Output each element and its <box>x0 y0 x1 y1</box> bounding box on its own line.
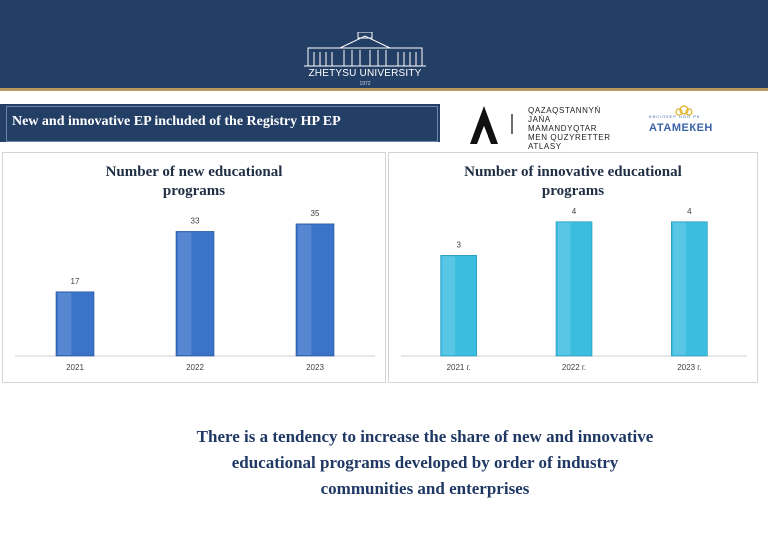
chart-title-line: programs <box>541 183 605 199</box>
atameken-name: АТАМЕКЕН <box>649 122 713 134</box>
chart-title: Number of new educational programs <box>3 163 385 201</box>
bar-highlight <box>298 224 312 355</box>
x-tick-label: 2023 <box>306 363 324 372</box>
chart-new-programs: Number of new educational programs 17 202… <box>2 152 386 383</box>
bar <box>55 291 95 357</box>
bar <box>175 231 215 357</box>
bar <box>295 223 335 357</box>
banner-title: New and innovative EP included of the Re… <box>12 114 341 129</box>
banner-frame <box>6 106 438 142</box>
data-label: 4 <box>572 207 577 216</box>
bar-highlight <box>673 222 686 355</box>
data-label: 4 <box>687 207 692 216</box>
bar <box>440 255 477 357</box>
x-tick-label: 2022 <box>186 363 204 372</box>
conclusion-line: There is a tendency to increase the shar… <box>196 427 654 446</box>
chart-plot-area: 17 2021 33 2022 35 2023 <box>15 209 375 372</box>
university-building-icon <box>304 32 426 67</box>
data-label: 33 <box>191 216 200 225</box>
bar-highlight <box>558 222 571 355</box>
bar-highlight <box>178 232 192 355</box>
chart-plot-area: 3 2021 г. 4 2022 г. 4 2023 г. <box>401 207 747 372</box>
atlas-line: QAZAQSTANNYŃ <box>528 106 601 115</box>
bar-highlight <box>442 256 456 355</box>
chart-title-line: Number of new educational <box>105 164 283 180</box>
university-name: ZHETYSU UNIVERSITY <box>308 68 422 79</box>
atlas-a-icon <box>470 106 513 144</box>
data-label: 17 <box>71 277 80 286</box>
bar-highlight <box>58 292 72 355</box>
atlas-line: ATLASY <box>528 142 562 151</box>
atlas-line: MAMANDYQTAR <box>528 124 598 133</box>
x-tick-label: 2021 <box>66 363 84 372</box>
header-divider <box>0 88 768 91</box>
chart-innovative-programs: Number of innovative educational program… <box>388 152 758 383</box>
header-bar: ZHETYSU UNIVERSITY 1972 <box>0 0 768 88</box>
conclusion-text: There is a tendency to increase the shar… <box>80 424 768 502</box>
chart-title-line: Number of innovative educational <box>464 164 682 180</box>
atlas-partner-logo: QAZAQSTANNYŃ JAŃA MAMANDYQTAR MEN QUZYRE… <box>466 104 626 151</box>
conclusion-line: communities and enterprises <box>320 479 530 498</box>
atlas-line: JAŃA <box>528 115 551 124</box>
university-year: 1972 <box>359 81 371 87</box>
atameken-emblem-icon <box>675 105 693 116</box>
atlas-line: MEN QUZYRETTER <box>528 133 611 142</box>
atlas-text: QAZAQSTANNYŃ JAŃA MAMANDYQTAR MEN QUZYRE… <box>528 106 611 151</box>
atameken-caption: КӘСІПКЕР НОО РК <box>649 114 701 119</box>
chart-title-line: programs <box>162 183 226 199</box>
x-tick-label: 2022 г. <box>562 363 586 372</box>
atameken-partner-logo: КӘСІПКЕР НОО РК АТАМЕКЕН <box>644 104 744 140</box>
x-tick-label: 2021 г. <box>447 363 471 372</box>
chart-title: Number of innovative educational program… <box>389 163 757 201</box>
bar <box>671 221 708 357</box>
section-banner: New and innovative EP included of the Re… <box>0 104 440 142</box>
bar <box>555 221 593 357</box>
data-label: 3 <box>456 240 461 249</box>
data-label: 35 <box>311 209 320 218</box>
university-logo: ZHETYSU UNIVERSITY 1972 <box>300 32 430 87</box>
x-tick-label: 2023 г. <box>677 363 701 372</box>
conclusion-line: educational programs developed by order … <box>231 453 619 472</box>
